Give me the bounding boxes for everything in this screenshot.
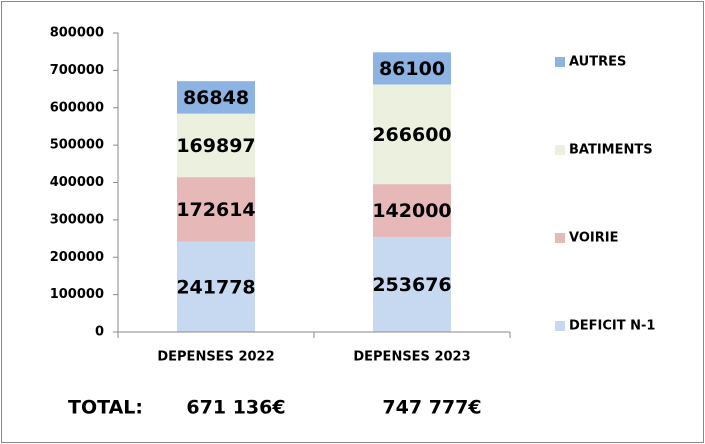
legend-label: DEFICIT N-1 — [569, 319, 655, 334]
total-value: 747 777€ — [382, 397, 481, 419]
y-tick-label: 0 — [95, 325, 104, 340]
legend-label: BATIMENTS — [569, 143, 653, 158]
legend-swatch — [555, 321, 565, 331]
y-tick-label: 500000 — [50, 138, 104, 153]
y-tick-label: 400000 — [50, 175, 104, 190]
data-label: 241778 — [176, 276, 255, 298]
y-tick-label: 700000 — [50, 63, 104, 78]
y-tick-label: 600000 — [50, 100, 104, 115]
legend-label: AUTRES — [569, 55, 626, 70]
bar-segment — [177, 113, 255, 178]
total-label: TOTAL: — [68, 397, 143, 419]
bar-segment — [177, 241, 255, 332]
total-value: 671 136€ — [186, 397, 285, 419]
bar-segment — [373, 237, 451, 332]
y-tick-label: 200000 — [50, 250, 104, 265]
legend-swatch — [555, 233, 565, 243]
legend-swatch — [555, 57, 565, 67]
x-tick-label: DEPENSES 2023 — [353, 350, 470, 365]
y-tick-label: 100000 — [50, 287, 104, 302]
data-label: 172614 — [176, 199, 255, 221]
legend-swatch — [555, 145, 565, 155]
data-label: 142000 — [372, 200, 451, 222]
data-label: 169897 — [176, 135, 255, 157]
legend-label: VOIRIE — [569, 231, 618, 246]
y-tick-label: 800000 — [50, 26, 104, 41]
data-label: 86848 — [183, 87, 249, 109]
bar-segment — [373, 184, 451, 238]
bar-segment — [373, 84, 451, 185]
data-label: 86100 — [379, 58, 445, 80]
bar-segment — [177, 81, 255, 114]
data-label: 266600 — [372, 124, 451, 146]
y-tick-label: 300000 — [50, 212, 104, 227]
bar-segment — [373, 52, 451, 85]
x-tick-label: DEPENSES 2022 — [157, 350, 274, 365]
data-label: 253676 — [372, 274, 451, 296]
bar-segment — [177, 177, 255, 242]
